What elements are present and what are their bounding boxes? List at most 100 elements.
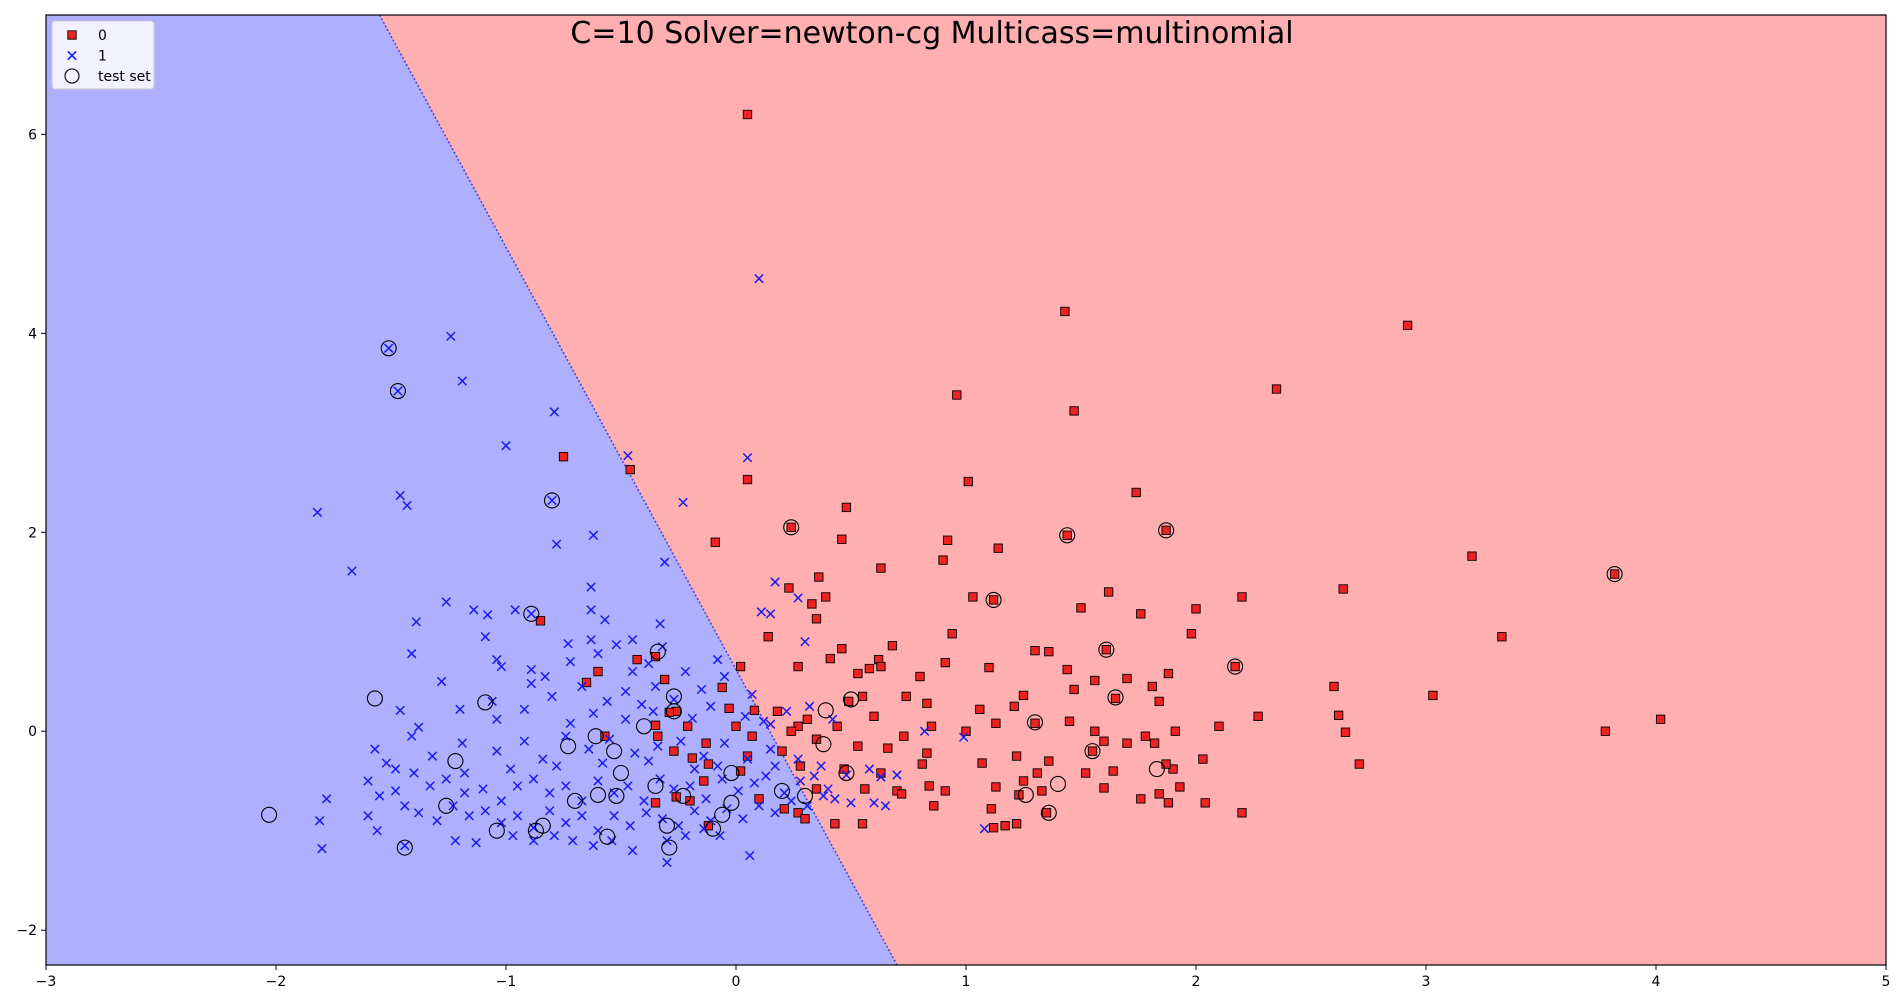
point-class-0 (793, 808, 803, 818)
point-test-set (723, 764, 740, 782)
point-class-1 (459, 788, 470, 798)
point-class-0 (703, 759, 714, 769)
point-class-0 (883, 743, 893, 753)
point-class-1 (586, 605, 596, 615)
x-tick-label: 4 (1652, 974, 1661, 990)
point-test-set (612, 764, 630, 782)
point-test-set (599, 828, 616, 845)
point-class-1 (841, 770, 852, 780)
point-class-1 (432, 816, 442, 826)
point-class-1 (869, 798, 879, 808)
point-class-1 (611, 639, 622, 650)
point-class-0 (938, 555, 948, 565)
point-class-1 (567, 835, 578, 846)
point-class-0 (991, 718, 1001, 728)
point-class-0 (731, 721, 741, 731)
point-class-1 (528, 774, 539, 784)
point-class-1 (383, 343, 394, 353)
point-class-0 (793, 721, 803, 731)
point-class-1 (561, 818, 571, 828)
point-test-set (606, 743, 623, 760)
point-class-0 (795, 761, 806, 771)
point-class-1 (864, 764, 875, 774)
point-class-1 (786, 796, 796, 806)
point-class-1 (390, 786, 401, 796)
point-test-set (1049, 775, 1067, 793)
point-class-1 (830, 794, 840, 804)
point-class-1 (754, 273, 764, 284)
point-class-0 (1191, 604, 1201, 614)
point-class-1 (742, 452, 753, 463)
point-class-1 (544, 806, 555, 816)
point-class-0 (922, 748, 932, 758)
point-class-0 (1253, 711, 1263, 721)
point-class-0 (1329, 681, 1339, 692)
point-class-1 (742, 754, 753, 764)
point-class-0 (853, 668, 863, 679)
point-class-0 (968, 592, 978, 602)
point-test-set (1107, 689, 1124, 706)
point-class-0 (924, 781, 934, 791)
point-class-1 (450, 835, 461, 846)
point-class-1 (823, 784, 833, 794)
point-class-0 (811, 734, 822, 744)
point-class-1 (770, 761, 780, 771)
point-class-0 (625, 464, 635, 475)
point-class-1 (696, 684, 707, 695)
point-class-1 (627, 845, 638, 856)
point-class-1 (643, 658, 654, 669)
point-class-0 (1018, 776, 1029, 786)
point-test-set (1606, 566, 1623, 583)
point-class-1 (593, 648, 603, 659)
point-class-1 (705, 701, 716, 712)
point-class-1 (625, 821, 635, 831)
point-class-0 (558, 452, 569, 462)
point-class-1 (816, 761, 826, 771)
point-class-1 (715, 830, 725, 841)
x-tick-label: −1 (496, 974, 517, 990)
point-class-0 (1136, 609, 1146, 619)
point-class-1 (795, 776, 806, 786)
point-test-set (543, 492, 561, 509)
point-class-1 (659, 557, 670, 567)
point-class-0 (837, 644, 847, 654)
point-class-1 (363, 776, 373, 786)
point-class-0 (811, 614, 822, 624)
decision-boundary (378, 15, 898, 965)
point-class-1 (406, 731, 417, 741)
point-class-0 (1009, 701, 1019, 712)
point-class-0 (1090, 726, 1100, 736)
point-test-set (1026, 714, 1044, 731)
point-class-1 (563, 638, 573, 649)
point-class-1 (551, 539, 562, 549)
point-class-0 (1200, 798, 1210, 808)
point-class-0 (703, 821, 714, 831)
y-tick-label: 0 (28, 724, 37, 740)
point-class-1 (699, 751, 709, 761)
point-test-set (389, 382, 406, 400)
point-class-1 (577, 681, 587, 692)
point-class-0 (1037, 786, 1047, 796)
point-class-0 (1140, 731, 1151, 741)
point-class-1 (441, 597, 451, 607)
point-class-0 (1087, 746, 1098, 756)
point-class-0 (669, 746, 679, 756)
point-class-1 (627, 634, 638, 645)
point-class-1 (653, 741, 663, 751)
legend-label: 1 (98, 49, 107, 65)
point-test-set (261, 806, 278, 823)
point-class-0 (942, 535, 953, 545)
point-class-0 (1099, 783, 1109, 793)
point-class-0 (772, 706, 783, 716)
point-class-0 (1271, 384, 1282, 394)
point-class-1 (413, 722, 424, 732)
point-class-1 (876, 772, 886, 782)
point-class-0 (841, 502, 852, 513)
point-test-set (842, 691, 860, 708)
point-class-1 (630, 748, 640, 758)
point-class-0 (1147, 681, 1157, 692)
point-class-1 (689, 806, 700, 816)
point-class-1 (655, 619, 665, 629)
point-class-1 (765, 719, 776, 729)
